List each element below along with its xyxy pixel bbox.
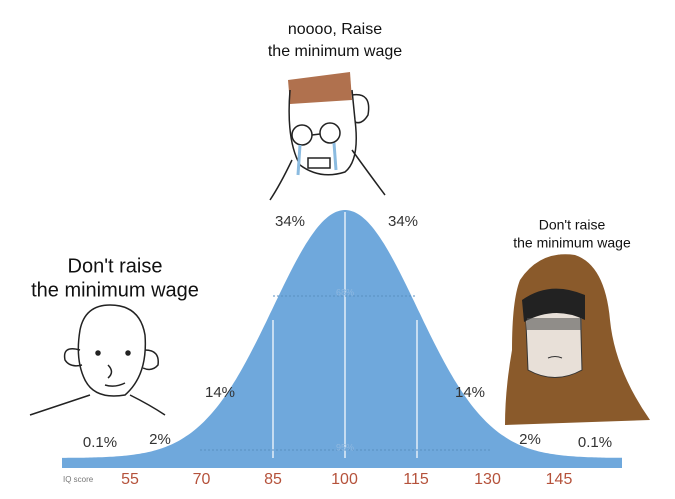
axis-ticks: 55 70 85 100 115 130 145	[121, 471, 572, 488]
pct-label: 34%	[275, 213, 305, 230]
pct-label: 14%	[205, 384, 235, 401]
pct-label: 0.1%	[83, 434, 117, 451]
pct-label: 2%	[519, 431, 541, 448]
pct-label: 2%	[149, 431, 171, 448]
tick-label: 85	[264, 471, 282, 488]
caption-line: Don't raise	[539, 217, 606, 233]
tick-label: 100	[331, 471, 358, 488]
bell-curve	[62, 210, 622, 458]
pct-label: 0.1%	[578, 434, 612, 451]
pct-label: 68%	[336, 287, 354, 297]
simple-character	[29, 304, 166, 416]
caption-line: noooo, Raise	[288, 21, 382, 38]
tick-label: 145	[546, 471, 573, 488]
pct-label: 14%	[455, 384, 485, 401]
tick-label: 130	[474, 471, 501, 488]
tick-label: 55	[121, 471, 139, 488]
caption-line: Don't raise	[68, 255, 163, 277]
caption: Don't raise the minimum wage	[31, 255, 199, 301]
axis-band	[62, 458, 622, 468]
caption-line: the minimum wage	[513, 235, 631, 251]
hooded-character	[505, 254, 650, 425]
caption-line: the minimum wage	[31, 279, 199, 301]
caption-line: the minimum wage	[268, 43, 402, 60]
pct-label: 34%	[388, 213, 418, 230]
tick-label: 70	[193, 471, 211, 488]
pct-label: 95%	[336, 442, 354, 452]
crying-character	[269, 72, 386, 201]
sd-lines	[272, 212, 418, 458]
caption: Don't raise the minimum wage	[513, 217, 631, 251]
axis-label: IQ score	[63, 475, 94, 484]
tick-label: 115	[403, 471, 429, 488]
caption: noooo, Raise the minimum wage	[268, 21, 402, 60]
